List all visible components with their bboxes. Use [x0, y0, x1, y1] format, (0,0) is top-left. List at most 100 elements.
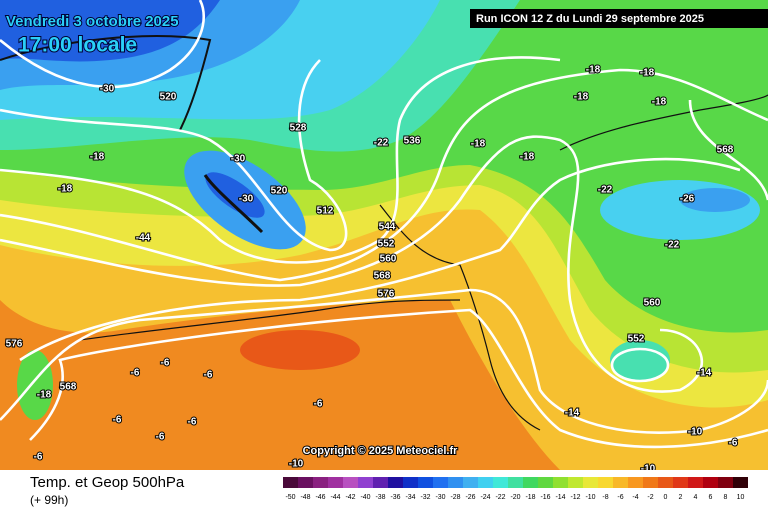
map-label: -18 [586, 65, 601, 76]
map-label: -18 [90, 152, 105, 163]
scale-swatch [658, 477, 673, 488]
cold-pool [600, 180, 760, 240]
scale-swatch [403, 477, 418, 488]
scale-swatch [478, 477, 493, 488]
map-label: -44 [136, 233, 151, 244]
run-box [470, 9, 768, 28]
copyright: Copyright © 2025 Meteociel.fr [303, 445, 459, 457]
scale-label: 6 [709, 494, 713, 501]
map-label: 520 [271, 186, 288, 197]
scale-swatch [298, 477, 313, 488]
scale-label: 4 [694, 494, 698, 501]
map-label: -6 [131, 368, 140, 379]
map-label: 576 [378, 289, 395, 300]
map-label: 552 [628, 334, 645, 345]
scale-label: -42 [345, 494, 355, 501]
map-label: 568 [374, 271, 391, 282]
map-label: -30 [231, 154, 246, 165]
footer-lead: (+ 99h) [30, 493, 68, 507]
map-label: -18 [574, 92, 589, 103]
map-label: 536 [404, 136, 421, 147]
scale-label: 2 [679, 494, 683, 501]
scale-swatch [343, 477, 358, 488]
scale-label: -44 [330, 494, 340, 501]
map-label: -30 [100, 84, 115, 95]
scale-swatch [373, 477, 388, 488]
map-label: 512 [317, 206, 334, 217]
scale-label: -50 [285, 494, 295, 501]
scale-swatch [553, 477, 568, 488]
scale-swatch [733, 477, 748, 488]
scale-swatch [433, 477, 448, 488]
scale-swatch [718, 477, 733, 488]
scale-label: -48 [300, 494, 310, 501]
scale-label: -30 [435, 494, 445, 501]
scale-swatch [628, 477, 643, 488]
map-label: -18 [652, 97, 667, 108]
scale-label: -20 [510, 494, 520, 501]
scale-swatch [358, 477, 373, 488]
scale-label: -10 [585, 494, 595, 501]
scale-label: 10 [737, 494, 745, 501]
scale-swatch [388, 477, 403, 488]
scale-swatch [328, 477, 343, 488]
coastline [0, 35, 212, 131]
scale-swatch [688, 477, 703, 488]
map-label: 576 [6, 339, 23, 350]
map-label: -6 [113, 415, 122, 426]
cold-pool [205, 172, 265, 218]
contour [610, 347, 670, 383]
scale-swatch [673, 477, 688, 488]
scale-label: -34 [405, 494, 415, 501]
map-label: -14 [697, 368, 712, 379]
scale-swatch [313, 477, 328, 488]
contour [0, 288, 768, 434]
scale-label: -6 [617, 494, 623, 501]
scale-swatch [703, 477, 718, 488]
map-label: -10 [688, 427, 703, 438]
scale-label: -2 [647, 494, 653, 501]
map-label: -22 [598, 185, 613, 196]
scale-label: -18 [525, 494, 535, 501]
scale-swatch [598, 477, 613, 488]
coastline [379, 204, 541, 431]
scale-label: -32 [420, 494, 430, 501]
scale-swatch [448, 477, 463, 488]
time-label: 17:00 locale [18, 34, 137, 57]
map-label: -6 [188, 417, 197, 428]
map-label: -14 [565, 408, 580, 419]
scale-label: -28 [450, 494, 460, 501]
map-label: -30 [239, 194, 254, 205]
map-label: 552 [378, 239, 395, 250]
cold-pool [680, 188, 750, 212]
contour [0, 135, 703, 393]
scale-swatch [418, 477, 433, 488]
map-label: -6 [161, 358, 170, 369]
map-label: -6 [314, 399, 323, 410]
footer-title: Temp. et Geop 500hPa [30, 474, 185, 491]
contour [688, 99, 768, 201]
map-label: -10 [289, 459, 304, 470]
contour [29, 308, 768, 449]
map-label: -18 [640, 68, 655, 79]
scale-label: -16 [540, 494, 550, 501]
map-labels: 520 528 536 512 544 552 560 568 576 520 568 560 552 5… [5, 64, 739, 476]
map-label: -26 [680, 194, 695, 205]
coastline [79, 299, 461, 341]
scale-swatch [508, 477, 523, 488]
contour [0, 59, 348, 252]
scale-swatch [583, 477, 598, 488]
map-label: -18 [471, 139, 486, 150]
scale-label: 0 [664, 494, 668, 501]
cold-pool [610, 340, 670, 380]
scale-swatch [283, 477, 298, 488]
scale-swatch [463, 477, 478, 488]
map-label: -22 [374, 138, 389, 149]
map-label: 560 [644, 298, 661, 309]
coastline [203, 174, 264, 234]
color-scale: -50 -48 -46 -44 -42 -40 -38 -36 -34 -32 -30 -28 -26-… [283, 477, 748, 501]
contours [0, 0, 768, 449]
coastline [559, 94, 768, 151]
